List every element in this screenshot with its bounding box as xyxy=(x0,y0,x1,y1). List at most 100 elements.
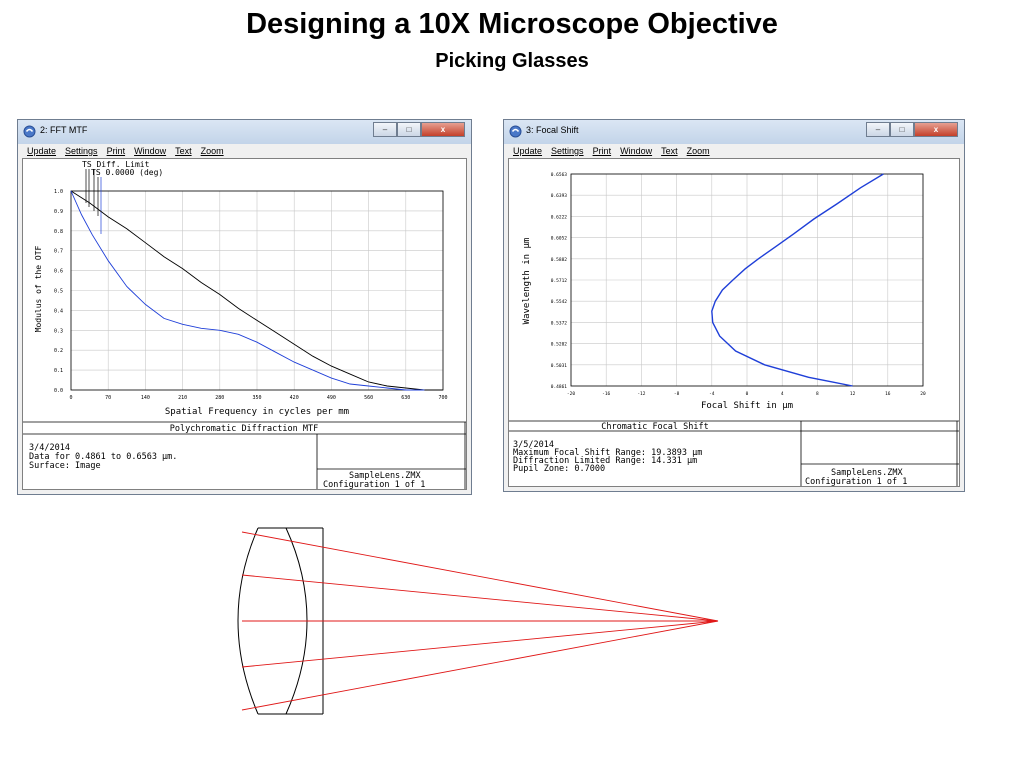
maximize-icon: □ xyxy=(406,125,412,134)
menu-settings[interactable]: Settings xyxy=(551,146,584,156)
minimize-button[interactable]: – xyxy=(866,122,890,137)
menu-print[interactable]: Print xyxy=(592,146,612,156)
focal-x-tick-label: 8 xyxy=(816,391,819,397)
mtf-lens-file: SampleLens.ZMX xyxy=(349,471,421,481)
ray-line xyxy=(241,574,719,622)
focal-lens-file: SampleLens.ZMX xyxy=(831,468,903,478)
focal-x-tick-label: 12 xyxy=(850,391,856,397)
close-button[interactable]: x xyxy=(421,122,465,137)
slide-subtitle: Picking Glasses xyxy=(435,50,589,72)
focal-x-tick-label: -16 xyxy=(602,391,610,397)
mtf-info-data: Data for 0.4861 to 0.6563 µm. xyxy=(29,452,178,462)
mtf-client-area: 0.0 0.1 0.2 0.3 0.4 0.5 0.6 0.7 0.8 0.9 1.0 0 70 140… xyxy=(22,158,467,490)
focal-y-tick-label: 0.4861 xyxy=(551,384,568,390)
minimize-icon: – xyxy=(875,125,881,134)
focal-plot-title: Chromatic Focal Shift xyxy=(601,422,709,432)
mtf-x-tick-label: 280 xyxy=(215,395,224,401)
focal-window-title: 3: Focal Shift xyxy=(526,125,579,135)
focal-shift-window[interactable]: 3: Focal Shift – □ x Update Settings Pri… xyxy=(503,119,965,492)
zemax-app-icon xyxy=(509,125,522,138)
minimize-button[interactable]: – xyxy=(373,122,397,137)
close-icon: x xyxy=(933,125,939,134)
mtf-info-date: 3/4/2014 xyxy=(29,443,70,453)
focal-config: Configuration 1 of 1 xyxy=(805,477,908,487)
mtf-x-tick-label: 350 xyxy=(252,395,261,401)
focal-y-tick-label: 0.5031 xyxy=(551,363,568,369)
menu-text[interactable]: Text xyxy=(175,146,192,156)
focal-y-tick-label: 0.6393 xyxy=(551,193,568,199)
mtf-x-tick-label: 490 xyxy=(327,395,336,401)
mtf-window[interactable]: 2: FFT MTF – □ x Update Settings Print W… xyxy=(17,119,472,495)
lens-layout-diagram xyxy=(237,527,719,715)
mtf-window-title: 2: FFT MTF xyxy=(40,125,88,135)
lens-rear-surface xyxy=(285,527,308,715)
menu-window[interactable]: Window xyxy=(134,146,167,156)
mtf-y-tick-label: 0.1 xyxy=(54,368,63,374)
focal-info-diff-range: Diffraction Limited Range: 14.331 µm xyxy=(513,456,698,466)
focal-x-tick-label: 4 xyxy=(781,391,784,397)
mtf-legend-diff-limit: TS Diff. Limit xyxy=(82,160,150,169)
focal-y-tick-label: 0.6052 xyxy=(551,236,568,242)
ray-fan xyxy=(241,531,719,711)
focal-y-tick-label: 0.5542 xyxy=(551,299,568,305)
mtf-x-tick-label: 420 xyxy=(290,395,299,401)
maximize-button[interactable]: □ xyxy=(397,122,421,137)
close-button[interactable]: x xyxy=(914,122,958,137)
focal-info-pupil-zone: Pupil Zone: 0.7000 xyxy=(513,464,606,474)
focal-x-axis-label: Focal Shift in µm xyxy=(701,401,793,411)
mtf-plot-frame xyxy=(70,190,444,391)
maximize-button[interactable]: □ xyxy=(890,122,914,137)
focal-plot-frame xyxy=(570,173,924,387)
mtf-window-titlebar[interactable]: 2: FFT MTF – □ x xyxy=(18,120,471,144)
mtf-x-axis-label: Spatial Frequency in cycles per mm xyxy=(165,407,349,417)
menu-window[interactable]: Window xyxy=(620,146,653,156)
focal-x-tick-label: 20 xyxy=(920,391,926,397)
mtf-legend-ts: TS 0.0000 (deg) xyxy=(91,168,163,177)
mtf-x-tick-label: 630 xyxy=(401,395,410,401)
menu-zoom[interactable]: Zoom xyxy=(686,146,710,156)
minimize-icon: – xyxy=(382,125,388,134)
mtf-info-surface: Surface: Image xyxy=(29,461,101,471)
close-icon: x xyxy=(440,125,446,134)
focal-shift-chart: 0.4861 0.5031 0.5202 0.5372 0.5542 0.5712 0.58… xyxy=(509,172,959,486)
ray-line xyxy=(241,620,719,711)
mtf-series-ts xyxy=(70,190,425,391)
mtf-chart: 0.0 0.1 0.2 0.3 0.4 0.5 0.6 0.7 0.8 0.9 1.0 0 70 140… xyxy=(23,160,466,489)
focal-info-date: 3/5/2014 xyxy=(513,440,554,450)
focal-window-titlebar[interactable]: 3: Focal Shift – □ x xyxy=(504,120,964,144)
zemax-app-icon xyxy=(23,125,36,138)
mtf-config: Configuration 1 of 1 xyxy=(323,480,426,490)
mtf-y-tick-label: 0.4 xyxy=(54,308,63,314)
ray-line xyxy=(241,620,719,668)
mtf-plot-title: Polychromatic Diffraction MTF xyxy=(169,424,319,434)
mtf-series-diff-limit xyxy=(70,190,443,391)
mtf-x-tick-label: 700 xyxy=(438,395,447,401)
focal-menubar: Update Settings Print Window Text Zoom xyxy=(508,144,960,158)
ray-line xyxy=(241,531,719,622)
mtf-y-tick-label: 0.8 xyxy=(54,229,63,235)
menu-settings[interactable]: Settings xyxy=(65,146,98,156)
mtf-y-axis-label: Modulus of the OTF xyxy=(34,245,43,332)
mtf-y-tick-label: 0.2 xyxy=(54,348,63,354)
mtf-x-tick-label: 70 xyxy=(105,395,111,401)
mtf-x-tick-label: 560 xyxy=(364,395,373,401)
focal-y-tick-label: 0.6222 xyxy=(551,214,568,220)
focal-client-area: 0.4861 0.5031 0.5202 0.5372 0.5542 0.5712 0.58… xyxy=(508,158,960,487)
focal-y-tick-label: 0.5712 xyxy=(551,278,568,284)
focal-x-tick-label: 16 xyxy=(885,391,891,397)
menu-update[interactable]: Update xyxy=(27,146,57,156)
mtf-y-tick-label: 0.0 xyxy=(54,388,63,394)
menu-text[interactable]: Text xyxy=(661,146,678,156)
focal-y-tick-label: 0.5372 xyxy=(551,320,568,326)
mtf-y-tick-label: 0.3 xyxy=(54,328,63,334)
focal-x-tick-label: -20 xyxy=(567,391,575,397)
menu-update[interactable]: Update xyxy=(513,146,543,156)
focal-y-tick-label: 0.6563 xyxy=(551,172,568,178)
focal-info-max-range: Maximum Focal Shift Range: 19.3893 µm xyxy=(513,448,703,458)
menu-zoom[interactable]: Zoom xyxy=(200,146,224,156)
slide-title: Designing a 10X Microscope Objective xyxy=(246,8,778,40)
focal-x-tick-label: -12 xyxy=(637,391,645,397)
mtf-x-tick-label: 0 xyxy=(69,395,72,401)
menu-print[interactable]: Print xyxy=(106,146,126,156)
lens-front-surface xyxy=(237,527,259,715)
